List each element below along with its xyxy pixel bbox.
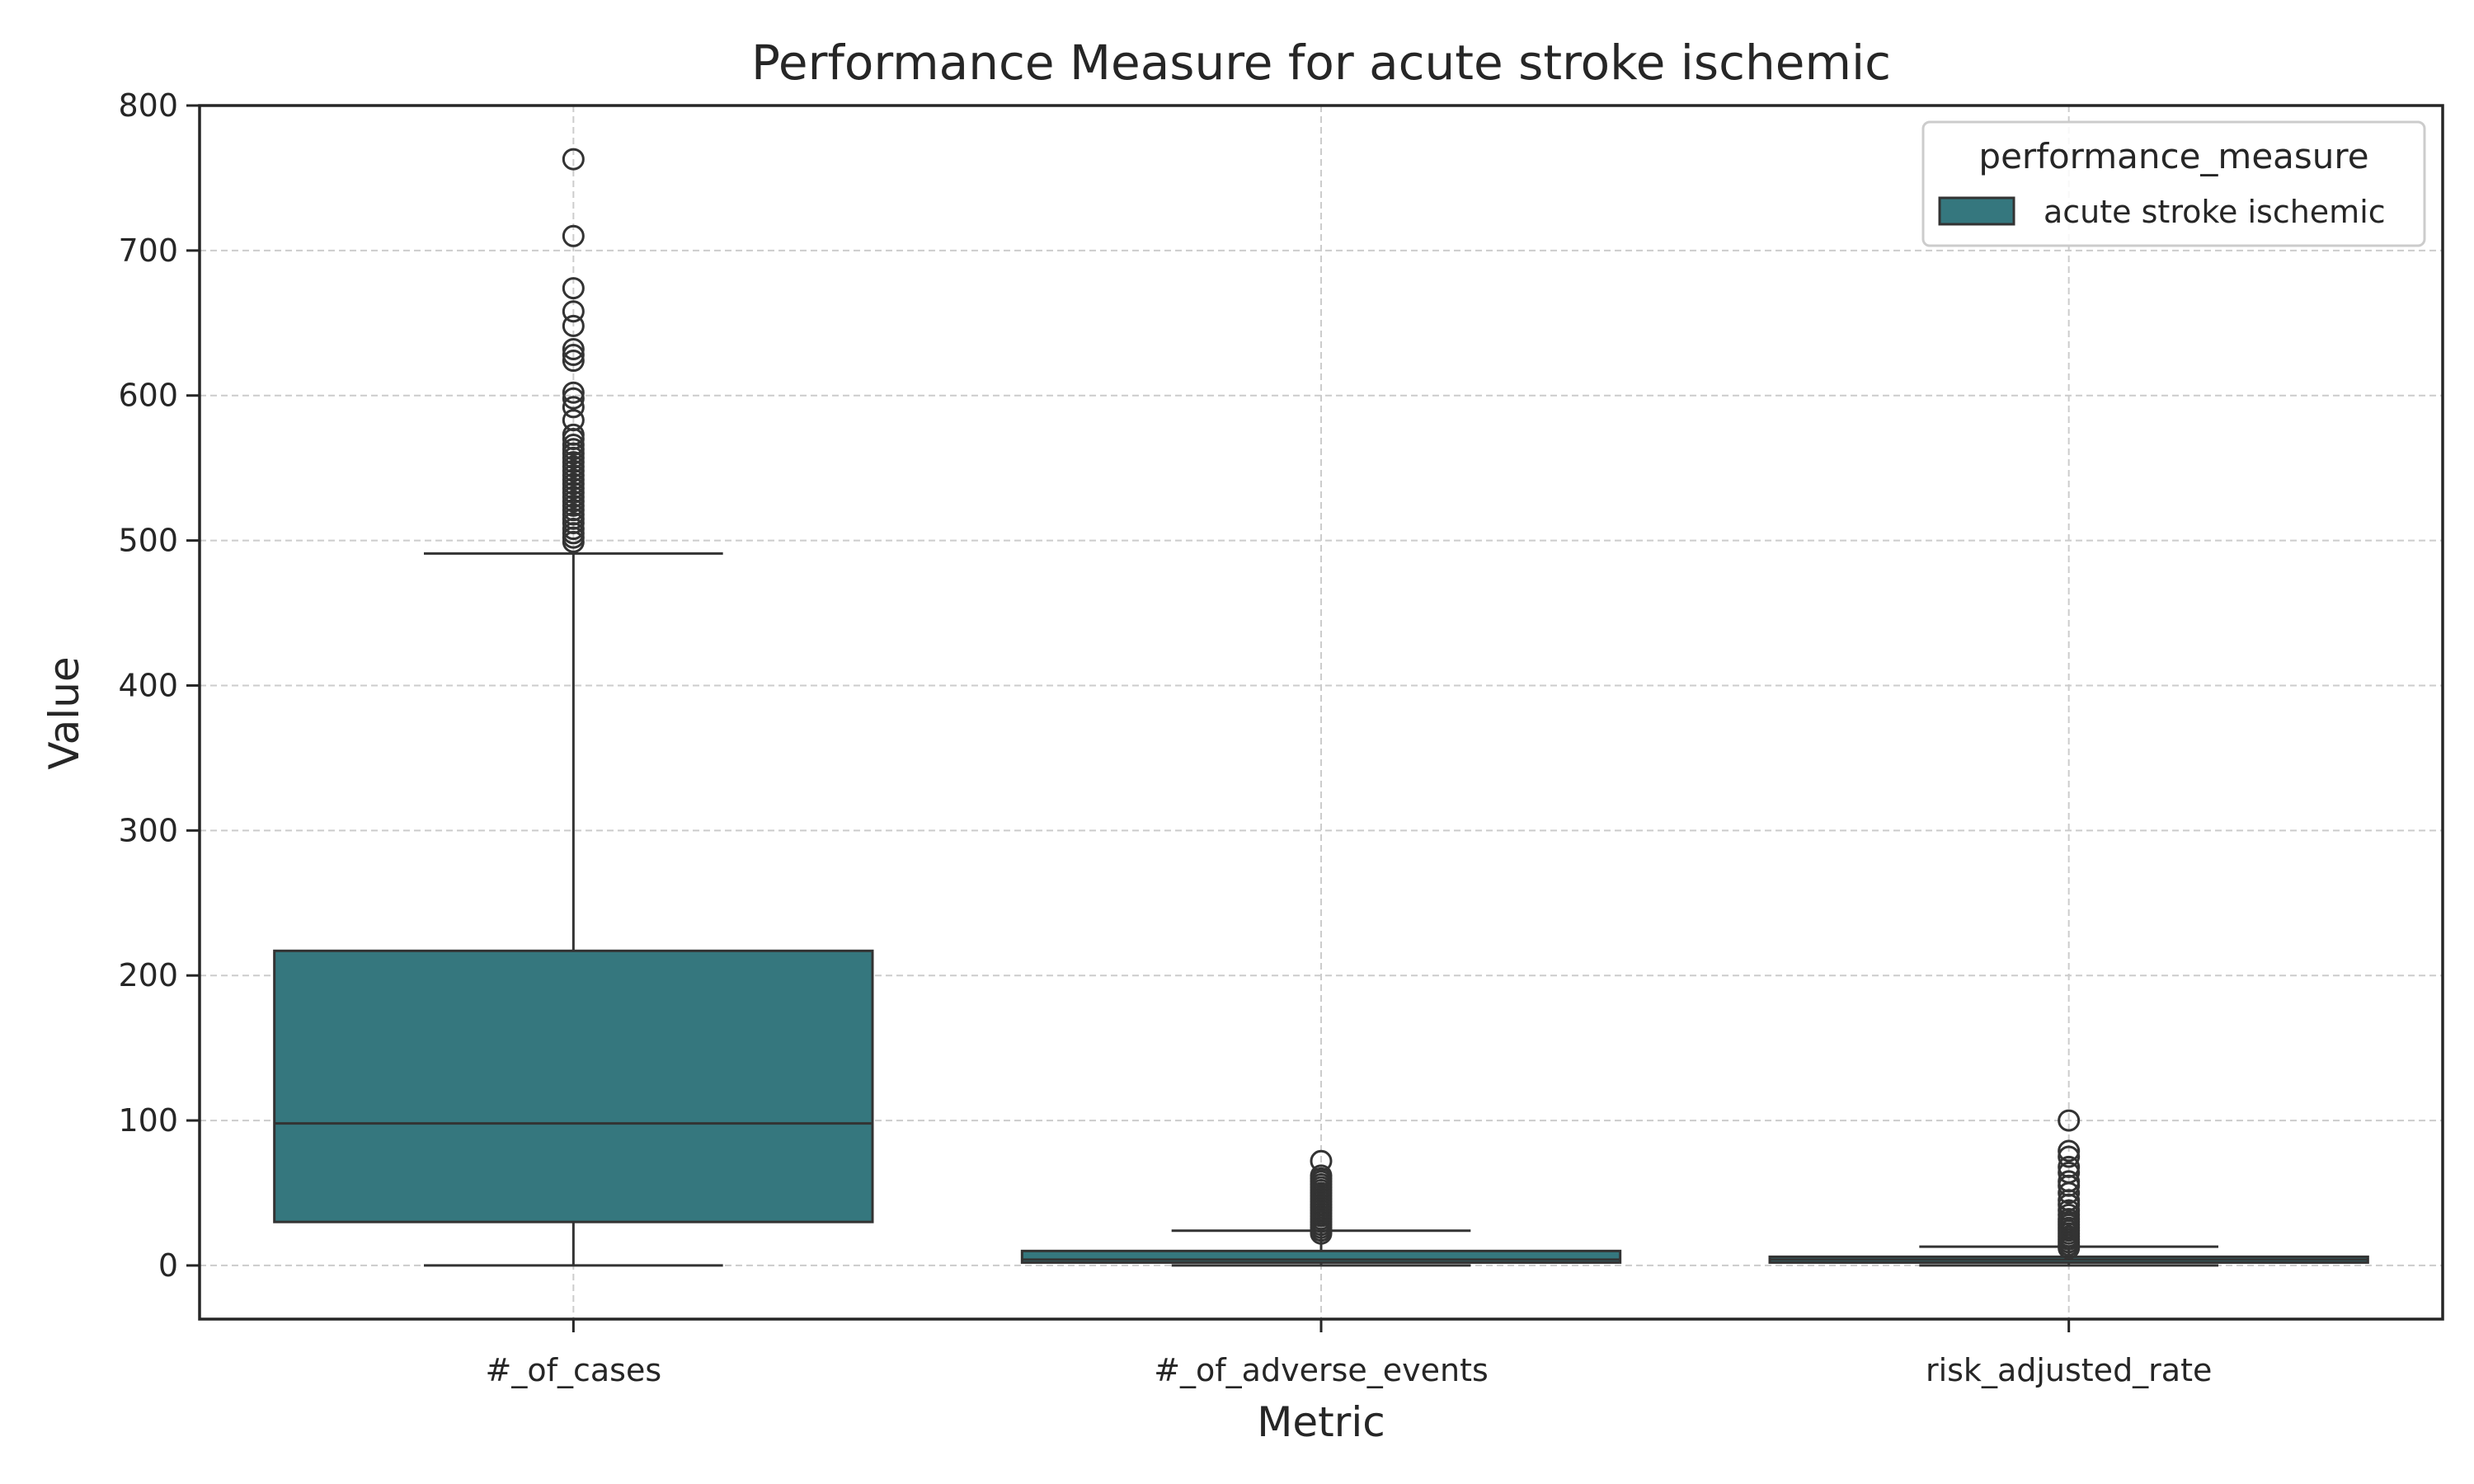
outlier-point (562, 224, 585, 247)
box-of-adverse-events (1020, 1149, 1622, 1267)
box-iqr (273, 949, 874, 1223)
outlier-point (2058, 1161, 2081, 1184)
box-risk-adjusted-rate (1768, 1109, 2369, 1267)
box-of-cases (273, 148, 874, 1267)
outlier-point (562, 350, 585, 373)
outlier-point (562, 409, 585, 432)
y-axis-label: Value (40, 656, 88, 769)
outlier-point (562, 396, 585, 419)
y-axis: 0 100 200 300 400 500 600 700 800 (118, 87, 200, 1284)
y-tick-label: 600 (118, 378, 178, 414)
box-plots (273, 148, 2369, 1267)
legend-frame (1921, 120, 2426, 247)
y-tick-label: 200 (118, 957, 178, 993)
outlier-point (562, 434, 585, 457)
outlier-point (562, 381, 585, 404)
chart-title: Performance Measure for acute stroke isc… (751, 35, 1891, 91)
legend-title: performance_measure (1978, 136, 2368, 176)
y-tick-label: 700 (118, 232, 178, 269)
outlier-point (562, 423, 585, 446)
outlier-point (2058, 1155, 2081, 1178)
outlier-point (1310, 1149, 1333, 1172)
outlier-point (1310, 1164, 1333, 1187)
legend: performance_measure acute stroke ischemi… (1921, 120, 2426, 247)
outlier-point (562, 337, 585, 360)
outlier-point (562, 148, 585, 171)
outlier-point (2058, 1170, 2081, 1193)
legend-entry-label: acute stroke ischemic (2044, 194, 2386, 230)
y-tick-label: 100 (118, 1102, 178, 1139)
x-tick-label: #_of_adverse_events (1154, 1352, 1489, 1388)
outlier-point (2058, 1109, 2081, 1132)
y-tick-label: 0 (158, 1247, 178, 1284)
y-tick-label: 300 (118, 812, 178, 848)
x-axis: #_of_cases #_of_adverse_events risk_adjust… (486, 1319, 2212, 1388)
legend-swatch (1938, 196, 2015, 226)
outlier-point (2058, 1145, 2081, 1168)
outlier-point (562, 387, 585, 410)
y-tick-label: 400 (118, 667, 178, 703)
outlier-point (562, 300, 585, 323)
outlier-point (562, 277, 585, 300)
outlier-point (2058, 1139, 2081, 1162)
outlier-point (562, 314, 585, 337)
y-tick-label: 800 (118, 87, 178, 124)
y-tick-label: 500 (118, 523, 178, 559)
outlier-point (2058, 1199, 2081, 1222)
x-tick-label: #_of_cases (486, 1352, 662, 1388)
x-axis-label: Metric (1257, 1398, 1385, 1446)
outlier-point (562, 343, 585, 366)
x-tick-label: risk_adjusted_rate (1926, 1352, 2212, 1388)
